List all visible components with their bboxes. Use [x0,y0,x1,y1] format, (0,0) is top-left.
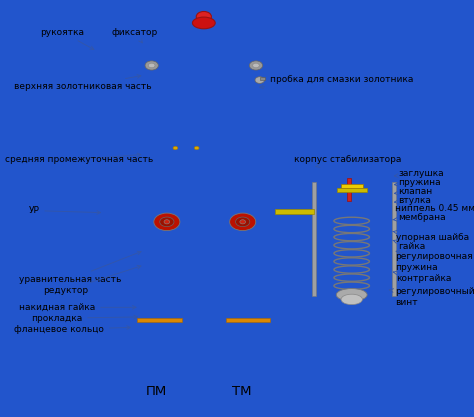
Text: верхняя золотниковая часть: верхняя золотниковая часть [14,75,152,91]
Text: рукоятка: рукоятка [40,28,94,50]
Text: упорная шайба: упорная шайба [393,230,469,242]
Ellipse shape [255,77,264,83]
Text: корпус стабилизатора: корпус стабилизатора [294,155,401,168]
Ellipse shape [160,217,174,227]
Text: прокладка: прокладка [31,314,137,323]
Text: контргайка: контргайка [393,271,452,283]
Text: втулка: втулка [394,196,431,205]
Bar [275,208,314,214]
Text: УР: УР [28,206,100,215]
Bar [59,208,95,214]
Bar [260,77,265,80]
Ellipse shape [249,61,263,70]
Ellipse shape [122,50,130,57]
Text: регулировочный
винт: регулировочный винт [389,287,474,306]
Bar [347,178,351,201]
Ellipse shape [148,63,155,68]
Ellipse shape [194,146,199,150]
Text: ниппель 0.45 мм: ниппель 0.45 мм [395,204,474,214]
Ellipse shape [164,220,170,224]
Bar [312,182,316,296]
Bar [337,188,367,192]
Text: клапан: клапан [394,187,432,196]
Ellipse shape [253,63,259,68]
Ellipse shape [145,61,158,70]
Text: мембрана: мембрана [392,213,446,222]
Ellipse shape [229,213,256,231]
Text: ПМ: ПМ [146,385,167,399]
Text: фиксатор: фиксатор [111,28,158,43]
Bar [226,318,270,322]
Bar [187,27,220,40]
PathPatch shape [118,29,145,47]
FancyBboxPatch shape [115,35,137,63]
Ellipse shape [236,217,250,227]
Ellipse shape [97,48,102,58]
Bar [5,48,100,58]
Text: фланцевое кольцо: фланцевое кольцо [14,325,130,334]
Ellipse shape [341,294,362,304]
PathPatch shape [135,58,273,71]
Text: пружина: пружина [394,178,441,187]
Text: уравнительная часть: уравнительная часть [19,251,141,284]
Bar [137,318,182,322]
Text: средняя промежуточная часть: средняя промежуточная часть [5,153,153,164]
Bar [275,208,313,214]
Ellipse shape [2,48,8,58]
Text: гайка: гайка [393,240,425,251]
Text: пробка для смазки золотника: пробка для смазки золотника [260,75,413,89]
Bar [341,184,363,188]
Ellipse shape [196,11,211,22]
Ellipse shape [336,289,367,301]
Ellipse shape [192,17,215,29]
Text: заглушка: заглушка [394,169,444,178]
Text: накидная гайка: накидная гайка [19,303,136,312]
Text: ТМ: ТМ [232,385,252,399]
Ellipse shape [154,213,180,231]
Text: редуктор: редуктор [43,265,141,295]
Bar [392,182,396,296]
Text: регулировочная
пружина: регулировочная пружина [395,251,473,271]
FancyBboxPatch shape [190,18,218,31]
Ellipse shape [240,220,246,224]
Ellipse shape [173,146,178,150]
FancyBboxPatch shape [95,45,121,61]
